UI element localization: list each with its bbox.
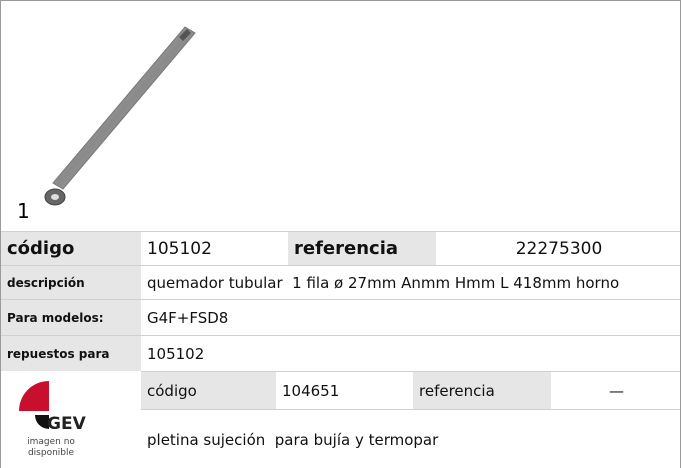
value: 104651 <box>276 371 413 409</box>
logo-text: GEV <box>47 414 87 434</box>
value: G4F+FSD8 <box>141 299 680 335</box>
label: código <box>141 371 276 409</box>
label: Para modelos: <box>1 299 141 335</box>
label: descripción <box>1 265 141 299</box>
product-image: 1 <box>17 26 196 223</box>
logo: GEV imagen no disponible <box>19 371 87 458</box>
label: referencia <box>413 371 551 409</box>
value: 22275300 <box>436 231 680 265</box>
value: quemador tubular 1 fila ø 27mm Anmm Hmm … <box>141 265 680 299</box>
label: código <box>1 231 141 265</box>
value: 105102 <box>141 231 288 265</box>
image-label: 1 <box>17 199 30 223</box>
spare-description: pletina sujeción para bujía y termopar <box>141 409 680 468</box>
logo-caption: imagen no <box>27 437 75 447</box>
value: 105102 <box>141 335 680 371</box>
label: referencia <box>288 231 436 265</box>
logo-caption: disponible <box>28 448 75 458</box>
value: — <box>551 371 680 409</box>
label: repuestos para <box>1 335 141 371</box>
